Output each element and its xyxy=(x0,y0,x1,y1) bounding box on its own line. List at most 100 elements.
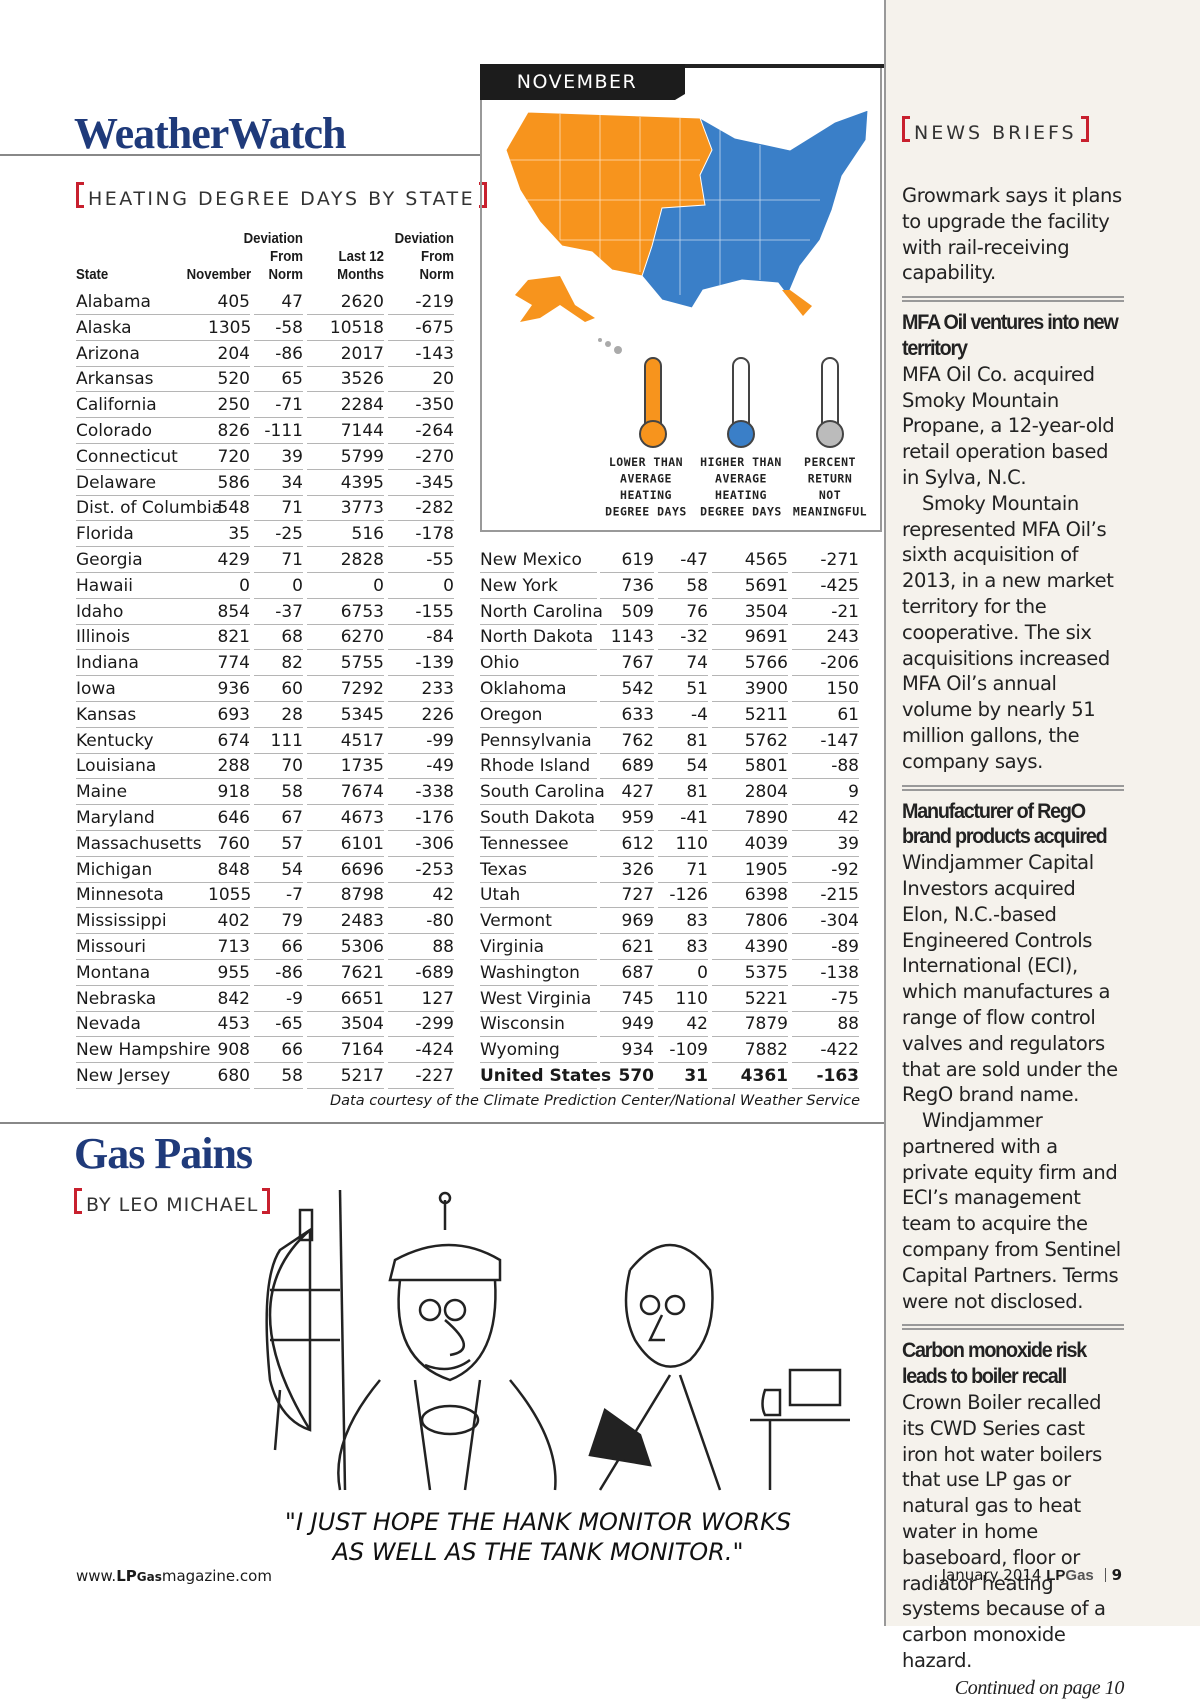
table-cell: California xyxy=(76,393,208,419)
table-cell: 61 xyxy=(792,703,859,728)
table-cell: 646 xyxy=(208,806,250,831)
table-cell: Kentucky xyxy=(76,729,208,754)
table-cell: 204 xyxy=(208,342,250,367)
table-cell: 2284 xyxy=(307,393,384,419)
legend-line: HEATING xyxy=(620,488,672,502)
header-line: November xyxy=(186,266,252,283)
table-cell: Maryland xyxy=(76,806,208,831)
table-cell: -37 xyxy=(254,600,303,625)
table-cell: 959 xyxy=(600,806,654,831)
table-cell: Nebraska xyxy=(76,987,208,1012)
table-cell: New Mexico xyxy=(480,548,597,573)
table-cell: 51 xyxy=(658,677,708,702)
table-cell: 88 xyxy=(792,1012,859,1038)
heading-text: HEATING DEGREE DAYS BY STATE xyxy=(88,188,476,210)
table-cell: 2483 xyxy=(307,909,384,935)
table-cell: 7806 xyxy=(712,909,788,935)
table-cell: Maine xyxy=(76,780,208,806)
table-cell: 83 xyxy=(658,909,708,935)
table-cell: Dist. of Columbia xyxy=(76,496,222,522)
month-tab xyxy=(480,64,685,100)
table-cell: -58 xyxy=(254,316,303,341)
table-cell: 586 xyxy=(208,471,250,496)
table-cell: 83 xyxy=(658,935,708,960)
table-cell: Washington xyxy=(480,961,597,986)
legend-line: NOT xyxy=(819,488,841,502)
table-cell: -345 xyxy=(388,471,454,496)
table-cell: 774 xyxy=(208,651,250,677)
legend-line: HEATING xyxy=(715,488,767,502)
table-cell: -84 xyxy=(388,625,454,651)
map-hawaii xyxy=(598,338,622,354)
table-cell: 6753 xyxy=(307,600,384,625)
table-cell: United States xyxy=(480,1064,611,1089)
table-cell: -25 xyxy=(254,522,303,548)
table-cell: 71 xyxy=(254,548,303,573)
table-cell: 5345 xyxy=(307,703,384,728)
table-cell: -689 xyxy=(388,961,454,986)
legend-line: DEGREE DAYS xyxy=(700,505,782,519)
table-cell: -215 xyxy=(792,883,859,909)
table-cell: 4390 xyxy=(712,935,788,960)
table-cell: 66 xyxy=(254,935,303,960)
legend-line: MEANINGFUL xyxy=(793,505,867,519)
table-cell: Missouri xyxy=(76,935,208,960)
table-cell: 70 xyxy=(254,754,303,780)
url-part: Gas xyxy=(136,1570,162,1584)
table-cell: 516 xyxy=(307,522,384,548)
url-part: www. xyxy=(76,1567,117,1585)
table-cell: 509 xyxy=(600,600,654,625)
table-cell: 1735 xyxy=(307,754,384,780)
table-cell: 39 xyxy=(792,832,859,857)
table-cell: Vermont xyxy=(480,909,597,935)
separator xyxy=(902,1324,1124,1331)
table-cell: -178 xyxy=(388,522,454,548)
table-cell: 570 xyxy=(600,1064,654,1089)
table-cell: Montana xyxy=(76,961,208,986)
table-cell: 58 xyxy=(254,780,303,806)
table-cell: 1055 xyxy=(208,883,251,909)
table-cell: 934 xyxy=(600,1038,654,1064)
table-cell: 2804 xyxy=(712,780,788,806)
table-cell: 5221 xyxy=(712,987,788,1012)
table-cell: 1305 xyxy=(208,316,251,341)
separator xyxy=(902,296,1124,303)
paragraph: MFA Oil Co. acquired Smoky Mountain Prop… xyxy=(902,362,1115,489)
table-cell: Mississippi xyxy=(76,909,208,935)
table-cell: 4395 xyxy=(307,471,384,496)
byline-text: BY LEO MICHAEL xyxy=(86,1194,259,1216)
table-cell: 680 xyxy=(208,1064,250,1089)
map-low xyxy=(505,111,713,277)
table-cell: -47 xyxy=(658,548,708,573)
table-cell: 727 xyxy=(600,883,654,909)
table-cell: 3526 xyxy=(307,367,384,393)
table-cell: 76 xyxy=(658,600,708,625)
table-cell: Wyoming xyxy=(480,1038,597,1064)
table-cell: 689 xyxy=(600,754,654,780)
table-cell: 7890 xyxy=(712,806,788,831)
header-line: From xyxy=(421,248,454,265)
table-cell: -139 xyxy=(388,651,454,677)
table-cell: Kansas xyxy=(76,703,208,728)
caption-line: "I JUST HOPE THE HANK MONITOR WORKS xyxy=(285,1508,791,1536)
table-cell: 854 xyxy=(208,600,250,625)
table-cell: 453 xyxy=(208,1012,250,1038)
map-alaska xyxy=(515,276,595,322)
table-cell: Alabama xyxy=(76,290,208,315)
paragraph: Windjammer Capital Investors acquired El… xyxy=(902,851,1118,1107)
table-cell: 5211 xyxy=(712,703,788,728)
table-cell: Pennsylvania xyxy=(480,729,597,754)
sidebar-bg xyxy=(884,0,1200,1626)
footer-url: www.LPGasmagazine.com xyxy=(76,1567,272,1585)
table-cell: -253 xyxy=(388,858,454,883)
column-header: November xyxy=(186,266,252,284)
table-cell: -155 xyxy=(388,600,454,625)
table-cell: 226 xyxy=(388,703,454,728)
table-cell: -270 xyxy=(388,445,454,470)
table-cell: Louisiana xyxy=(76,754,208,780)
separator xyxy=(902,784,1124,791)
map-low xyxy=(782,290,812,316)
column-header: Last 12 Months xyxy=(290,248,384,284)
table-cell: 31 xyxy=(658,1064,708,1089)
